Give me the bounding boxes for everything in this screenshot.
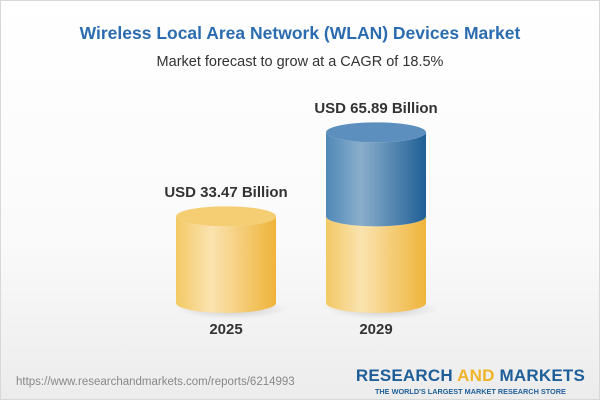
bar-2025-top xyxy=(176,206,276,227)
logo-text-markets: MARKETS xyxy=(499,366,585,385)
logo-text-research: RESEARCH xyxy=(355,366,453,385)
bar-2029-growth xyxy=(326,132,426,227)
chart-title: Wireless Local Area Network (WLAN) Devic… xyxy=(79,23,521,43)
bar-2029-base xyxy=(326,216,426,313)
data-label-2029: USD 65.89 Billion xyxy=(314,100,437,117)
logo-text-and: AND xyxy=(457,366,495,385)
bar-2029-growth-top xyxy=(326,122,426,143)
chart-subtitle: Market forecast to grow at a CAGR of 18.… xyxy=(156,54,444,70)
cylinder-chart: USD 33.47 Billion USD 65.89 Billion 2025… xyxy=(164,100,438,338)
logo-tagline: THE WORLD'S LARGEST MARKET RESEARCH STOR… xyxy=(374,387,566,396)
category-label-2025: 2025 xyxy=(209,321,242,338)
bar-2025 xyxy=(176,216,276,313)
category-label-2029: 2029 xyxy=(359,321,392,338)
data-label-2025: USD 33.47 Billion xyxy=(164,184,287,201)
source-url[interactable]: https://www.researchandmarkets.com/repor… xyxy=(16,376,295,388)
research-and-markets-logo: RESEARCH AND MARKETS THE WORLD'S LARGEST… xyxy=(356,367,585,396)
